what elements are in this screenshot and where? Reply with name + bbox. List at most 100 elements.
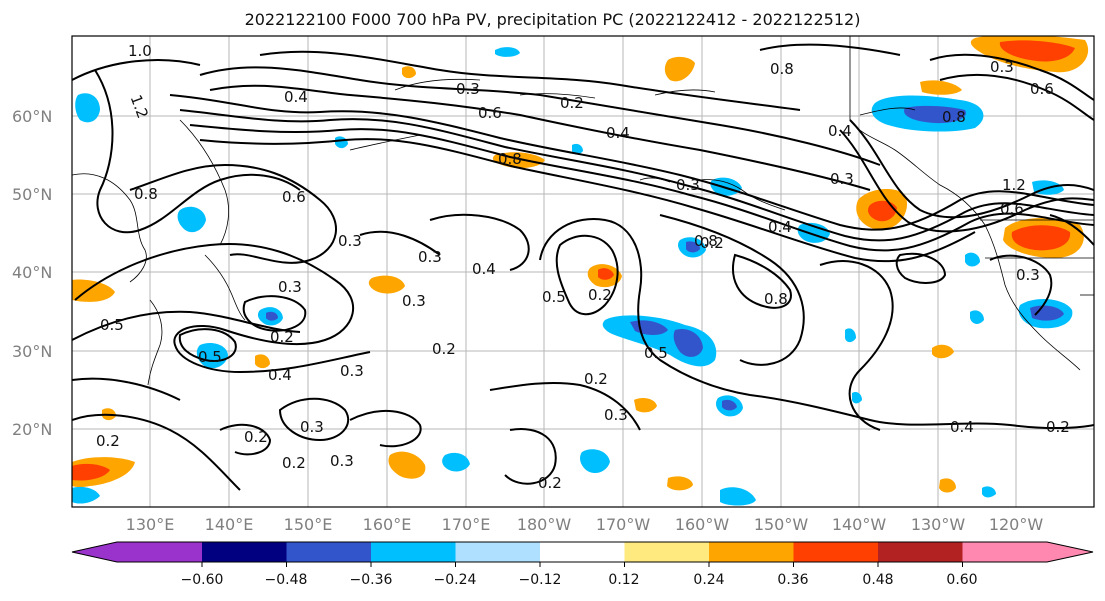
contour-label: 0.4 [472, 260, 496, 278]
precip-positive-blob [72, 463, 110, 481]
lon-label: 170°E [442, 515, 491, 534]
colorbar-segment [72, 542, 202, 562]
precip-negative-blob [722, 399, 737, 411]
precip-positive-blob [920, 80, 962, 95]
lon-label: 170°W [596, 515, 651, 534]
contour-label: 0.8 [498, 150, 522, 168]
contour-label: 0.4 [268, 366, 292, 384]
contour-label: 0.3 [1016, 266, 1040, 284]
precip-negative-blob [970, 310, 984, 324]
lon-label: 180°W [517, 515, 572, 534]
colorbar-tick-label: −0.60 [181, 572, 224, 588]
contour-label: 0.8 [770, 60, 794, 78]
precip-negative-blob [673, 328, 703, 357]
contour-label: 0.2 [1046, 418, 1070, 436]
contour-label: 0.5 [644, 344, 668, 362]
contour-label: 0.2 [560, 94, 584, 112]
precip-positive-blob [402, 66, 416, 79]
precip-negative-blob [982, 486, 996, 498]
lat-label: 50°N [12, 185, 52, 204]
precip-negative-blob [720, 487, 756, 506]
lon-label: 130°E [126, 515, 175, 534]
contour-labels: 1.0 1.2 0.4 0.8 0.3 0.6 0.2 0.4 0.8 0.8 … [96, 42, 1070, 492]
precip-negative-blob [177, 206, 206, 233]
precip-positive-blob [388, 451, 426, 479]
colorbar-tick-label: 0.36 [777, 572, 808, 588]
lat-label: 40°N [12, 263, 52, 282]
lon-label: 120°W [989, 515, 1044, 534]
contour-label: 0.8 [942, 108, 966, 126]
contour-label: 0.2 [244, 428, 268, 446]
longitude-labels: 130°E 140°E 150°E 160°E 170°E 180°W 170°… [126, 515, 1044, 534]
precip-negative-blob [266, 311, 278, 321]
contour-label: 0.3 [830, 170, 854, 188]
precip-negative-blob [196, 343, 228, 369]
precip-negative-blob [495, 47, 520, 57]
colorbar-segment [540, 542, 625, 562]
contour-label: 0.5 [100, 316, 124, 334]
contour-label: 0.6 [1000, 200, 1024, 218]
colorbar-segment [455, 542, 540, 562]
contour-label: 0.4 [828, 122, 852, 140]
colorbar-frame [71, 541, 1094, 563]
colorbar-segments [72, 542, 1093, 562]
precip-negative-blob [965, 252, 980, 267]
latitude-labels: 60°N 50°N 40°N 30°N 20°N [12, 107, 52, 439]
contour-label: 0.6 [1030, 80, 1054, 98]
colorbar-ticks [201, 562, 963, 567]
figure-title: 2022122100 F000 700 hPa PV, precipitatio… [244, 10, 861, 29]
precip-positive-blob [939, 478, 956, 493]
colorbar-segment [793, 542, 878, 562]
contour-label: 0.3 [330, 452, 354, 470]
contour-label: 0.2 [538, 474, 562, 492]
precip-positive-blob [72, 279, 115, 302]
contour-label: 0.2 [588, 286, 612, 304]
contour-label: 0.3 [676, 176, 700, 194]
contour-label: 0.8 [694, 232, 718, 250]
precip-positive-blob [868, 200, 897, 222]
precip-positive-blob [932, 344, 954, 359]
coastlines [72, 36, 1094, 386]
contour-label: 0.2 [270, 328, 294, 346]
precip-negative-blob [580, 449, 610, 474]
contour-label: 0.8 [764, 290, 788, 308]
colorbar-tick-label: −0.24 [434, 572, 477, 588]
contour-label: 0.3 [418, 248, 442, 266]
precip-positive-blob [667, 476, 693, 491]
colorbar-tick-label: −0.48 [265, 572, 308, 588]
precip-positive-blob [368, 275, 405, 294]
contour-label: 0.4 [284, 88, 308, 106]
contour-label: 0.2 [584, 370, 608, 388]
map-frame [71, 35, 1095, 508]
colorbar-labels: −0.60 −0.48 −0.36 −0.24 −0.12 0.12 0.24 … [181, 572, 978, 588]
contour-label: 0.2 [282, 454, 306, 472]
lat-label: 30°N [12, 342, 52, 361]
lat-label: 20°N [12, 420, 52, 439]
contour-label: 0.3 [402, 292, 426, 310]
precip-negative-blob [572, 143, 583, 155]
lon-label: 160°E [363, 515, 412, 534]
precip-negative-blob [75, 93, 100, 123]
contour-label: 0.3 [338, 232, 362, 250]
pv-contours [72, 43, 1094, 491]
contour-label: 0.5 [542, 288, 566, 306]
colorbar-tick-label: −0.12 [519, 572, 562, 588]
colorbar-segment [624, 542, 709, 562]
colorbar-tick-label: 0.24 [693, 572, 724, 588]
contour-label: 0.3 [990, 58, 1014, 76]
precip-positive-blob [664, 56, 695, 82]
precip-negative-blob [852, 391, 862, 404]
contour-label: 0.3 [456, 80, 480, 98]
contour-label: 0.3 [278, 278, 302, 296]
precip-negative-blob [686, 241, 700, 253]
contour-label: 1.0 [128, 42, 152, 60]
colorbar-tick-label: −0.36 [350, 572, 393, 588]
lon-label: 150°W [754, 515, 809, 534]
precip-positive-blob [598, 268, 614, 280]
map-content: 1.0 1.2 0.4 0.8 0.3 0.6 0.2 0.4 0.8 0.8 … [72, 36, 1094, 507]
precip-positive-blob [634, 398, 657, 413]
lon-label: 150°E [284, 515, 333, 534]
contour-label: 0.4 [768, 218, 792, 236]
precip-negative-blob [442, 452, 470, 472]
